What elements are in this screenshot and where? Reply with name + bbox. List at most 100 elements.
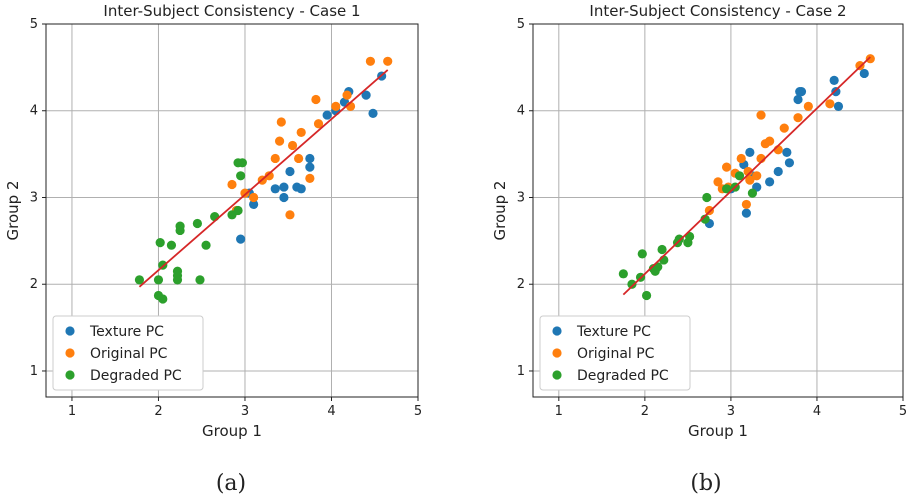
data-point	[752, 171, 762, 181]
y-tick-label: 2	[517, 277, 525, 292]
legend-marker	[65, 370, 75, 380]
legend-marker	[552, 326, 562, 336]
data-point	[134, 275, 145, 285]
data-point	[784, 158, 795, 168]
data-point	[765, 136, 775, 146]
y-axis-title: Group 2	[491, 181, 509, 241]
data-point	[831, 87, 841, 97]
data-point	[741, 199, 751, 210]
y-tick-label: 1	[517, 364, 525, 379]
legend-marker	[552, 370, 562, 380]
data-point	[865, 54, 875, 64]
data-point	[773, 166, 783, 177]
y-tick-label: 1	[30, 364, 38, 379]
data-point	[331, 101, 341, 112]
data-point	[313, 119, 324, 129]
y-tick-label: 5	[517, 17, 525, 32]
legend-marker	[65, 348, 75, 358]
data-point	[365, 56, 376, 66]
x-tick-label: 5	[899, 404, 907, 419]
y-tick-label: 4	[30, 104, 38, 119]
data-point	[803, 101, 813, 112]
data-point	[236, 171, 246, 181]
data-point	[279, 192, 289, 203]
data-point	[279, 182, 289, 192]
data-point	[734, 171, 745, 181]
data-point	[674, 234, 684, 244]
data-point	[158, 294, 168, 304]
data-point	[195, 275, 205, 285]
data-point	[342, 90, 352, 100]
data-point	[305, 162, 315, 172]
legend-label: Original PC	[90, 346, 168, 362]
data-point	[305, 153, 315, 164]
data-point	[210, 211, 220, 222]
y-tick-label: 4	[517, 104, 525, 119]
chart-panel-1: 1 2 3 4 5 1 2 3 4 5 Inter-Subject Consistency - Ca…	[4, 2, 422, 496]
x-tick-label: 3	[241, 404, 249, 419]
data-point	[264, 171, 274, 181]
data-point	[702, 192, 712, 203]
data-point	[657, 244, 667, 255]
data-point	[274, 136, 285, 146]
x-tick-label: 2	[154, 404, 162, 419]
data-point	[745, 147, 755, 157]
data-point	[833, 101, 844, 112]
fit-line	[138, 69, 389, 288]
data-point	[201, 240, 211, 250]
data-point	[233, 205, 243, 216]
fit-line	[622, 56, 871, 296]
x-tick-label: 4	[327, 404, 335, 419]
data-point	[736, 153, 746, 164]
y-tick-label: 2	[30, 277, 38, 292]
data-point	[793, 113, 803, 123]
panel-label: (b)	[690, 471, 721, 496]
data-point	[227, 179, 237, 190]
data-point	[779, 123, 789, 133]
data-point	[825, 99, 835, 109]
legend-frame	[539, 315, 691, 391]
data-point	[276, 117, 286, 127]
data-point	[368, 108, 378, 118]
data-point	[249, 192, 259, 203]
data-point	[153, 275, 164, 285]
legend-frame	[52, 315, 204, 391]
data-point	[311, 94, 321, 105]
legend-marker	[552, 348, 562, 358]
data-point	[743, 166, 753, 177]
x-tick-label: 2	[641, 404, 649, 419]
data-point	[796, 87, 807, 97]
y-tick-label: 3	[30, 190, 38, 205]
data-point	[829, 75, 839, 85]
data-point	[745, 175, 755, 185]
data-point	[270, 184, 280, 194]
legend-label: Texture PC	[576, 324, 651, 340]
data-point	[756, 110, 766, 120]
data-point	[294, 153, 304, 164]
y-axis-title: Group 2	[4, 181, 22, 241]
data-point	[713, 177, 723, 187]
legend-label: Degraded PC	[577, 368, 669, 384]
chart-title: Inter-Subject Consistency - Case 1	[103, 2, 360, 20]
plot-frame	[45, 23, 419, 398]
legend-label: Texture PC	[89, 324, 164, 340]
data-point	[166, 240, 177, 250]
data-point	[700, 214, 710, 224]
x-tick-label: 1	[555, 404, 563, 419]
data-point	[618, 269, 628, 279]
data-point	[296, 184, 306, 194]
data-point	[175, 221, 185, 231]
series-texture-pc	[236, 71, 387, 244]
panel-label: (a)	[216, 471, 246, 496]
data-point	[287, 140, 298, 151]
data-point	[172, 266, 183, 276]
x-tick-label: 5	[414, 404, 422, 419]
data-point	[641, 290, 652, 301]
data-point	[637, 249, 647, 259]
data-point	[240, 188, 250, 198]
x-tick-label: 3	[727, 404, 735, 419]
data-point	[270, 153, 280, 164]
chart-panel-2: 1 2 3 4 5 1 2 3 4 5 Inter-Subject Consistency - Ca…	[491, 2, 907, 496]
legend-marker	[65, 326, 75, 336]
